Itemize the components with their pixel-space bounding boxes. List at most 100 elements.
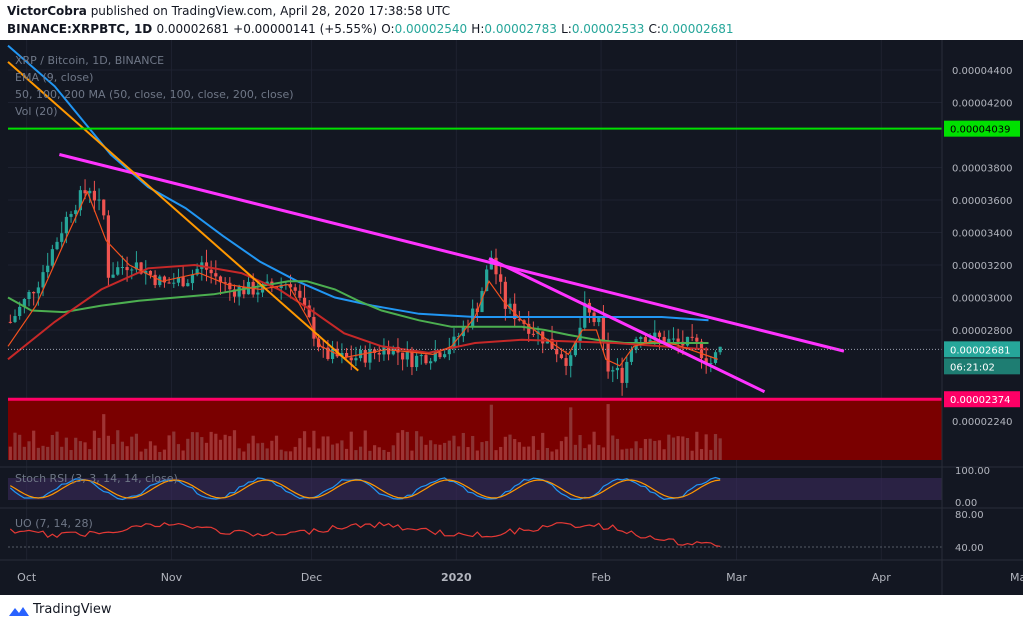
volume-bar xyxy=(251,435,255,460)
candle-body xyxy=(260,284,265,293)
candle-body xyxy=(433,352,437,362)
candle-body xyxy=(695,337,699,342)
candle-body xyxy=(443,354,447,358)
candle-body xyxy=(671,338,676,340)
time-tick-label: Apr xyxy=(872,571,892,584)
oscillator-tick-label: 100.00 xyxy=(955,466,990,477)
volume-bar xyxy=(681,436,685,460)
author-name[interactable]: VictorCobra xyxy=(7,4,87,18)
volume-bar xyxy=(162,449,167,460)
candle-body xyxy=(312,316,316,339)
volume-bar xyxy=(190,432,195,460)
candle-body xyxy=(429,361,433,364)
volume-bar xyxy=(643,439,648,460)
volume-bar xyxy=(158,451,162,460)
last-price-label: 0.00002681 xyxy=(950,345,1010,356)
candle-body xyxy=(74,210,78,215)
time-tick-label: Mar xyxy=(726,571,747,584)
time-tick-label: Nov xyxy=(161,571,183,584)
volume-bar xyxy=(130,436,134,460)
volume-bar xyxy=(172,431,176,460)
volume-bar xyxy=(419,436,423,460)
candle-body xyxy=(32,291,36,294)
volume-bar xyxy=(274,435,279,460)
volume-bar xyxy=(83,442,87,460)
candle-body xyxy=(629,349,634,362)
candle-body xyxy=(330,348,335,359)
volume-bar xyxy=(242,451,246,460)
volume-bar xyxy=(415,431,419,460)
candle-body xyxy=(704,358,708,364)
candle-body xyxy=(615,367,620,371)
volume-bar xyxy=(354,450,358,460)
volume-bar xyxy=(349,431,353,460)
candle-body xyxy=(382,346,386,355)
price-tick-label: 0.00003600 xyxy=(952,196,1012,207)
candle-body xyxy=(667,338,671,345)
volume-bar xyxy=(335,443,339,460)
volume-bar xyxy=(424,444,428,460)
price-tick-label: 0.00002240 xyxy=(952,417,1012,428)
volume-bar xyxy=(410,450,414,460)
ma200-line xyxy=(7,263,709,361)
volume-bar xyxy=(111,444,115,460)
candle-body xyxy=(517,319,521,321)
support-price-label: 0.00002374 xyxy=(950,395,1010,406)
candle-body xyxy=(405,350,409,360)
price-chart[interactable]: 0.00004400 0.00004200 0.00003800 0.00003600… xyxy=(0,40,1023,595)
candle-body xyxy=(415,355,419,368)
volume-bar xyxy=(186,438,190,460)
low-label: L: xyxy=(561,22,572,36)
volume-bar xyxy=(387,451,391,460)
volume-bar xyxy=(18,434,22,460)
volume-bar xyxy=(74,437,78,460)
candle-body xyxy=(685,336,690,346)
volume-bar xyxy=(690,450,694,460)
volume-bar xyxy=(270,440,274,460)
time-tick-label: 2020 xyxy=(441,571,472,584)
candle-body xyxy=(209,269,213,274)
countdown-label: 06:21:02 xyxy=(950,362,995,373)
high-label: H: xyxy=(471,22,485,36)
legend-ema: EMA (9, close) xyxy=(15,71,93,84)
high-value: 0.00002783 xyxy=(484,22,557,36)
volume-bar xyxy=(559,441,563,460)
candle-body xyxy=(162,276,167,283)
candle-body xyxy=(657,332,662,337)
brand-name[interactable]: TradingView xyxy=(33,602,112,617)
volume-bar xyxy=(625,448,629,460)
candle-body xyxy=(8,321,12,323)
volume-bar xyxy=(372,445,377,460)
candle-body xyxy=(709,362,713,364)
candle-body xyxy=(447,348,451,355)
volume-bar xyxy=(139,451,143,460)
tradingview-logo-icon[interactable] xyxy=(8,602,30,620)
volume-bar xyxy=(611,435,615,460)
close-value: 0.00002681 xyxy=(660,22,734,36)
volume-bar xyxy=(695,431,699,460)
volume-bar xyxy=(153,445,157,460)
volume-bar xyxy=(195,432,199,460)
volume-bar xyxy=(368,450,372,460)
candle-body xyxy=(97,199,101,201)
price-tick-label: 0.00003000 xyxy=(952,294,1012,305)
volume-bar xyxy=(597,445,601,460)
volume-bar xyxy=(363,430,367,460)
symbol-label: BINANCE:XRPBTC, 1D xyxy=(7,22,153,36)
candle-body xyxy=(64,216,68,234)
volume-bar xyxy=(88,449,92,460)
volume-bar xyxy=(620,449,624,460)
price-tick-label: 0.00003200 xyxy=(952,261,1012,272)
volume-bar xyxy=(237,448,241,460)
candle-body xyxy=(606,341,610,372)
volume-bar xyxy=(545,447,549,460)
volume-bar xyxy=(344,448,349,460)
candle-body xyxy=(232,289,237,297)
candle-body xyxy=(116,267,120,275)
volume-bar xyxy=(667,434,671,460)
candle-body xyxy=(401,352,405,360)
volume-bar xyxy=(228,436,232,460)
candle-body xyxy=(718,346,722,353)
candle-body xyxy=(293,287,297,291)
volume-bar xyxy=(653,440,657,460)
